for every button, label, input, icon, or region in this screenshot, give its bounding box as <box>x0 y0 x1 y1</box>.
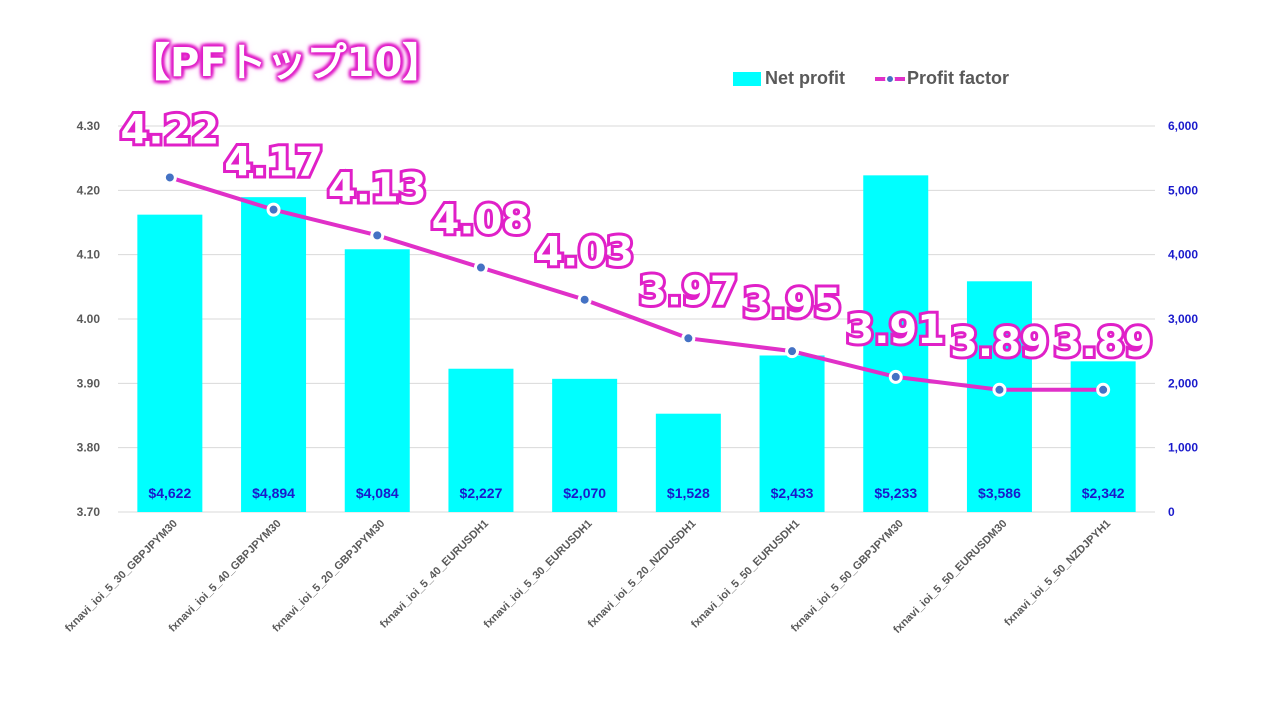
x-tick-label: fxnavi_ioi_5_20_GBPJPYM30 <box>270 518 387 635</box>
profit-factor-point <box>681 331 696 346</box>
bar-data-label: $2,433 <box>771 485 814 501</box>
legend-item-net-profit: Net profit <box>733 68 845 89</box>
bar <box>137 214 203 512</box>
x-tick-label: fxnavi_ioi_5_50_GBPJPYM30 <box>789 518 906 635</box>
bar-data-label: $4,084 <box>356 485 399 501</box>
legend: Net profit Profit factor <box>733 68 1039 89</box>
x-tick-label: fxnavi_ioi_5_50_NZDJPYH1 <box>1002 518 1113 629</box>
profit-factor-point <box>992 382 1007 397</box>
profit-factor-data-label: 3.89 <box>1054 320 1153 366</box>
x-tick-label: fxnavi_ioi_5_50_EURUSDH1 <box>689 518 802 631</box>
profit-factor-point <box>1096 382 1111 397</box>
y-right-tick-label: 5,000 <box>1168 183 1198 197</box>
bar-data-label: $4,894 <box>252 485 295 501</box>
profit-factor-data-label: 3.95 <box>743 281 842 327</box>
bar <box>241 197 307 513</box>
y-right-tick-label: 6,000 <box>1168 119 1198 133</box>
y-right-tick-label: 2,000 <box>1168 376 1198 390</box>
profit-factor-data-label: 3.89 <box>950 320 1049 366</box>
y-right-tick-label: 4,000 <box>1168 248 1198 262</box>
bar <box>448 368 514 512</box>
bar-data-label: $5,233 <box>874 485 917 501</box>
legend-swatch-bar-icon <box>733 71 761 86</box>
bar-data-label: $2,342 <box>1082 485 1125 501</box>
bar <box>759 355 825 512</box>
x-tick-label: fxnavi_ioi_5_30_GBPJPYM30 <box>63 518 180 635</box>
bar-data-label: $2,070 <box>563 485 606 501</box>
profit-factor-data-label: 4.22 <box>120 107 219 153</box>
legend-swatch-line-icon <box>875 73 905 84</box>
profit-factor-data-label: 4.17 <box>224 140 323 186</box>
x-tick-label: fxnavi_ioi_5_40_EURUSDH1 <box>378 518 491 631</box>
profit-factor-point <box>370 228 385 243</box>
y-left-tick-label: 4.20 <box>77 183 101 197</box>
y-left-tick-label: 3.70 <box>77 505 101 519</box>
profit-factor-data-label: 4.03 <box>535 230 634 276</box>
profit-factor-data-label: 4.08 <box>432 198 531 244</box>
y-right-tick-label: 0 <box>1168 505 1175 519</box>
x-tick-label: fxnavi_ioi_5_30_EURUSDH1 <box>482 518 595 631</box>
profit-factor-data-label: 3.91 <box>846 307 945 353</box>
x-tick-label: fxnavi_ioi_5_40_GBPJPYM30 <box>167 518 284 635</box>
x-tick-label: fxnavi_ioi_5_50_EURUSDM30 <box>891 518 1009 636</box>
legend-item-profit-factor: Profit factor <box>875 68 1009 89</box>
bar-data-label: $4,622 <box>148 485 191 501</box>
profit-factor-point <box>888 369 903 384</box>
y-left-tick-label: 4.10 <box>77 248 101 262</box>
bar <box>344 249 410 512</box>
x-tick-label: fxnavi_ioi_5_20_NZDUSDH1 <box>586 518 699 631</box>
profit-factor-point <box>266 202 281 217</box>
profit-factor-point <box>785 344 800 359</box>
bar-data-label: $2,227 <box>460 485 503 501</box>
profit-factor-data-label: 3.97 <box>639 268 738 314</box>
profit-factor-point <box>162 170 177 185</box>
bar-data-label: $3,586 <box>978 485 1021 501</box>
profit-factor-point <box>577 292 592 307</box>
y-left-tick-label: 4.00 <box>77 312 101 326</box>
legend-label-net-profit: Net profit <box>765 68 845 88</box>
y-right-tick-label: 3,000 <box>1168 312 1198 326</box>
bar <box>863 175 929 512</box>
profit-factor-point <box>473 260 488 275</box>
y-left-tick-label: 3.90 <box>77 376 101 390</box>
bar <box>655 413 721 512</box>
bar-data-label: $1,528 <box>667 485 710 501</box>
profit-factor-line <box>169 175 1104 392</box>
y-left-tick-label: 4.30 <box>77 119 101 133</box>
chart-title: 【PFトップ10】 <box>130 40 443 86</box>
y-right-tick-label: 1,000 <box>1168 441 1198 455</box>
profit-factor-data-label: 4.13 <box>328 165 427 211</box>
legend-label-profit-factor: Profit factor <box>907 68 1010 88</box>
bar <box>552 378 618 512</box>
y-left-tick-label: 3.80 <box>77 441 101 455</box>
